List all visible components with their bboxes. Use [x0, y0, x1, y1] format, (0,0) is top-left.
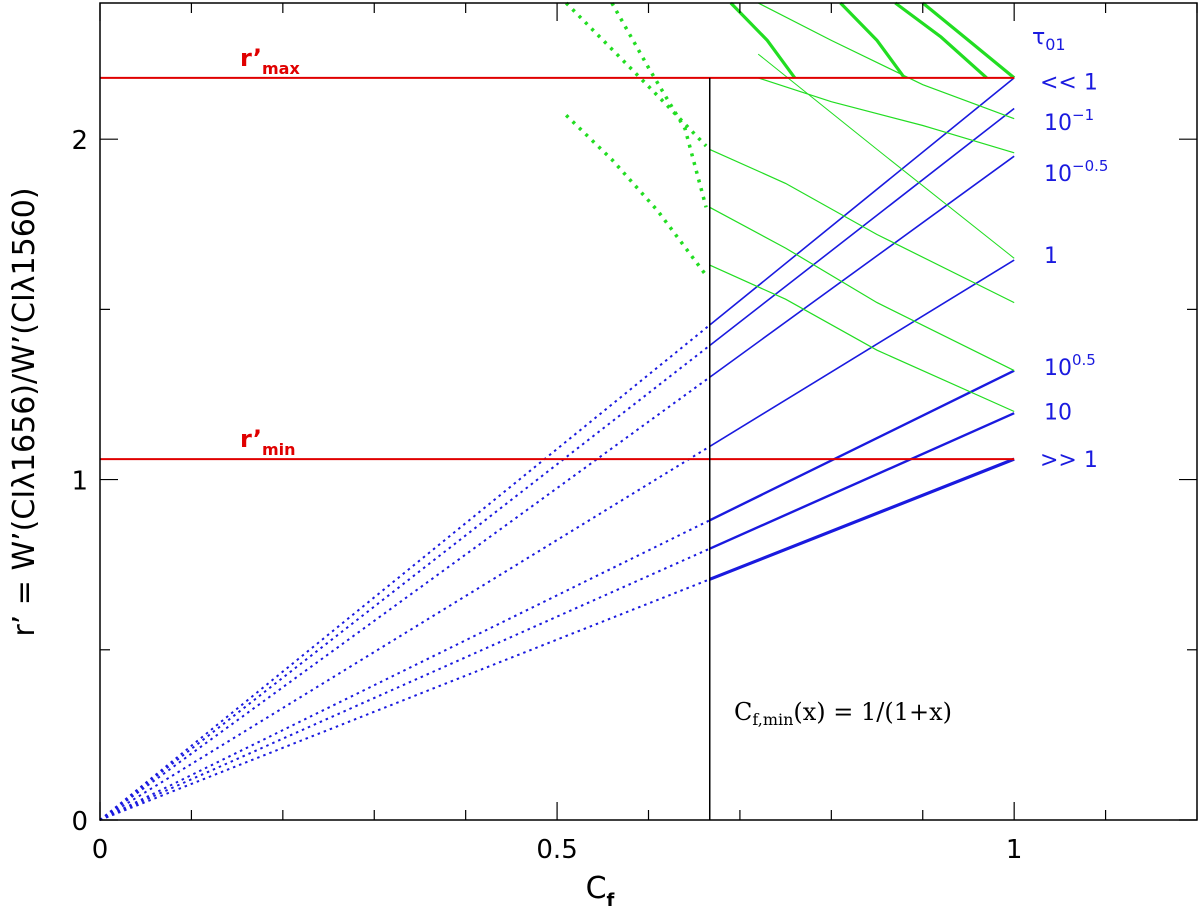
- green-curve-6: [757, 53, 1015, 259]
- green-curve-5: [757, 2, 1015, 120]
- tau-label-2: 10−1: [1044, 106, 1094, 136]
- y-tick-label: 1: [71, 467, 88, 497]
- x-tick-label: 1: [1006, 835, 1023, 865]
- blue-series-group: [709, 77, 1015, 581]
- y-axis-title: r’ = W’(CIλ1656)/W’(CIλ1560): [7, 187, 42, 636]
- tau-label-5: 100.5: [1044, 351, 1096, 381]
- green-curve-1: [709, 148, 1015, 304]
- blue-dotted-line-5: [99, 519, 711, 821]
- blue-line-2: [709, 107, 1015, 347]
- green-curve-2: [709, 206, 1015, 372]
- blue-dotted-line-3: [99, 376, 711, 821]
- green-curve-8: [839, 1, 906, 79]
- green-dotted-curve-1: [564, 1, 708, 148]
- blue-dotted-line-7: [99, 578, 711, 821]
- green-curve-10: [921, 1, 1016, 80]
- x-axis-title: Cf: [586, 871, 615, 911]
- plot-frame: [99, 2, 1198, 821]
- plot-border: [99, 2, 1198, 821]
- blue-line-6: [709, 412, 1015, 550]
- reference-label-min: r’min: [240, 425, 296, 459]
- green-curve-7: [729, 1, 797, 79]
- green-curve-9: [894, 1, 988, 80]
- blue-line-7: [709, 457, 1015, 581]
- reference-lines-group: r’max r’min: [100, 44, 1015, 461]
- green-curve-3: [709, 264, 1015, 413]
- green-dotted-series-group: [564, 1, 708, 277]
- x-tick-label: 0: [92, 835, 109, 865]
- green-dotted-curve-2: [610, 2, 708, 208]
- blue-dotted-series-group: [99, 324, 711, 821]
- tau-legend-title: τ01: [1032, 25, 1066, 54]
- tau-label-7: >> 1: [1040, 448, 1098, 473]
- reference-label-max: r’max: [240, 44, 300, 78]
- blue-dotted-line-1: [99, 324, 711, 821]
- blue-dotted-line-6: [99, 547, 711, 821]
- y-tick-label: 2: [71, 126, 88, 156]
- tau-label-6: 10: [1044, 401, 1072, 426]
- green-series-group: [709, 1, 1016, 413]
- blue-dotted-line-2: [99, 344, 711, 821]
- blue-line-1: [709, 77, 1015, 326]
- green-curve-4: [758, 77, 1015, 154]
- tau-legend: << 1 10−1 10−0.5 1 100.5 10 >> 1: [1040, 70, 1108, 473]
- blue-line-4: [709, 259, 1015, 448]
- tau-label-4: 1: [1044, 244, 1058, 269]
- x-tick-label: 0.5: [536, 835, 577, 865]
- blue-dotted-line-4: [99, 445, 711, 821]
- green-dotted-curve-3: [564, 114, 708, 277]
- tau-label-3: 10−0.5: [1044, 157, 1108, 187]
- y-tick-label: 0: [71, 807, 88, 837]
- cf-min-annotation: Cf,min(x) = 1/(1+x): [734, 698, 952, 729]
- blue-line-3: [709, 155, 1015, 378]
- blue-line-5: [709, 369, 1015, 522]
- tau-label-1: << 1: [1040, 70, 1098, 95]
